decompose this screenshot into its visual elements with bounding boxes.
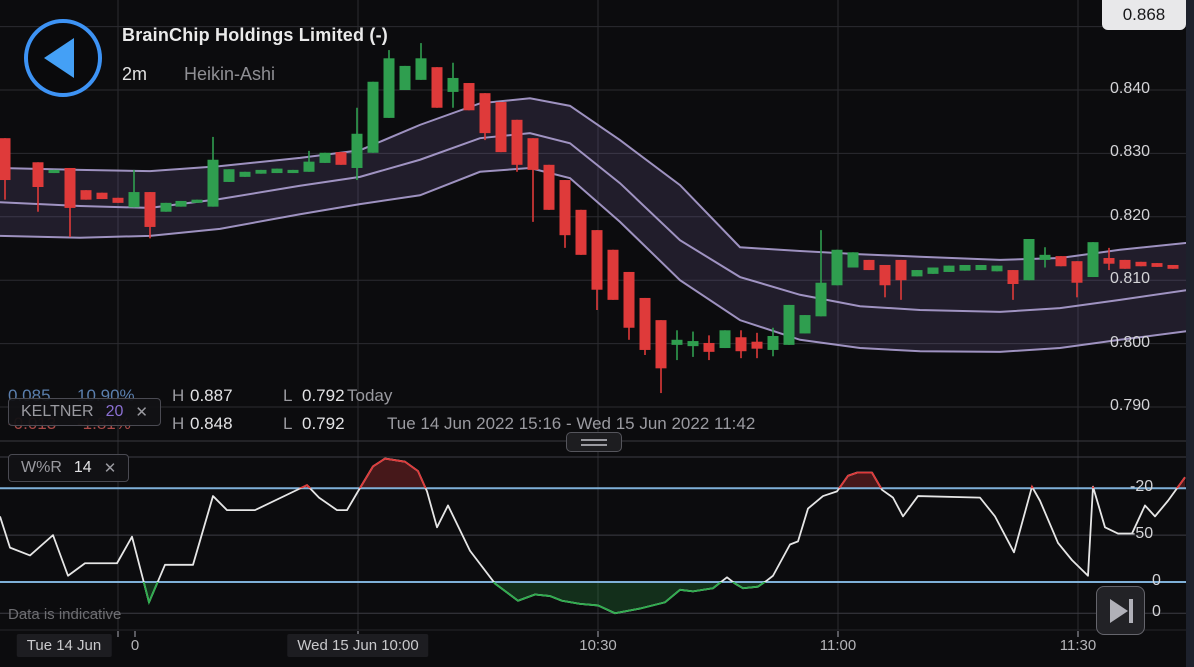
timeframe-selector[interactable]: 2m: [122, 64, 148, 84]
indicator-param: 14: [73, 459, 92, 476]
wpr-indicator-badge[interactable]: W%R 14 ✕: [8, 454, 130, 482]
price-axis-label: 0.820: [1110, 206, 1151, 224]
price-axis-label: 0.800: [1110, 333, 1151, 351]
playback-skip-button[interactable]: [1096, 586, 1145, 635]
period-label: Today: [347, 386, 393, 405]
wpr-axis-label: 0: [1152, 603, 1161, 621]
low-value: 0.792: [302, 414, 345, 433]
wpr-axis-label: 0: [1152, 572, 1161, 589]
close-icon[interactable]: ✕: [135, 404, 148, 421]
high-value: 0.887: [190, 386, 233, 405]
current-price-tag: 0.868: [1102, 0, 1186, 30]
time-axis-label: 11:00: [819, 637, 857, 654]
low-value: 0.792: [302, 386, 345, 405]
data-indicative-watermark: Data is indicative: [8, 606, 122, 623]
indicator-param: 20: [105, 403, 124, 420]
back-button[interactable]: [24, 19, 102, 97]
keltner-indicator-badge[interactable]: KELTNER 20 ✕: [8, 398, 161, 426]
price-axis-label: 0.840: [1110, 80, 1151, 97]
high-label: H: [172, 386, 185, 405]
price-axis-label: 0.790: [1110, 397, 1151, 414]
high-value: 0.848: [190, 414, 233, 433]
price-axis-label: 0.810: [1110, 270, 1151, 288]
time-axis-label: 10:30: [579, 637, 617, 654]
chart-type-selector[interactable]: Heikin-Ashi: [184, 64, 276, 84]
low-label: L: [283, 414, 293, 433]
price-axis-label: 0.830: [1110, 143, 1151, 161]
instrument-title: BrainChip Holdings Limited (-): [122, 25, 388, 45]
indicator-name: W%R: [21, 459, 62, 476]
high-label: H: [172, 414, 185, 433]
time-axis-label: Wed 15 Jun 10:00: [287, 634, 429, 657]
low-label: L: [283, 386, 293, 405]
back-arrow-icon: [44, 38, 74, 78]
time-axis-label: Tue 14 Jun: [16, 634, 112, 657]
wpr-axis-label: -20: [1130, 478, 1154, 496]
panel-divider-handle[interactable]: [566, 432, 622, 452]
visible-range-label: Tue 14 Jun 2022 15:16 - Wed 15 Jun 2022 …: [387, 414, 756, 433]
wpr-axis-label: -50: [1130, 525, 1154, 543]
skip-forward-icon: [1109, 598, 1133, 623]
indicator-name: KELTNER: [21, 403, 94, 420]
time-axis-label: 11:30: [1059, 637, 1097, 654]
right-scroll-strip: [1186, 0, 1194, 667]
time-axis-label: 0: [130, 637, 140, 654]
close-icon[interactable]: ✕: [103, 460, 117, 477]
